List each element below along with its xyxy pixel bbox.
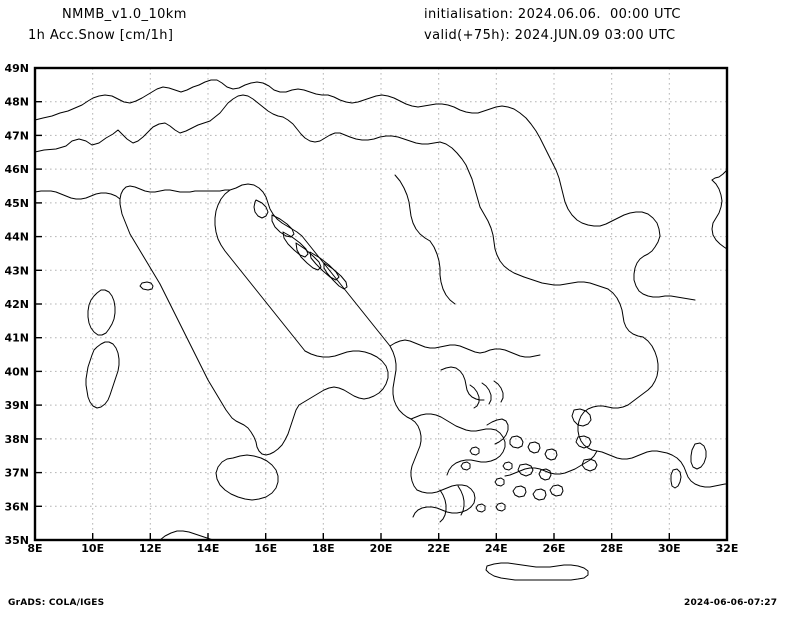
y-tick-label: 47N [4,129,29,142]
x-tick-label: 10E [81,542,104,555]
x-tick-label: 8E [27,542,42,555]
map-coastlines [34,79,728,581]
field-title: 1h Acc.Snow [cm/1h] [28,28,174,43]
x-tick-label: 24E [485,542,508,555]
y-tick-label: 39N [4,399,29,412]
y-tick-label: 38N [4,433,29,446]
run-timestamp: 2024-06-06-07:27 [684,598,778,608]
x-tick-label: 26E [543,542,566,555]
x-tick-label: 22E [427,542,450,555]
y-tick-label: 49N [4,62,29,75]
y-tick-label: 45N [4,197,29,210]
x-tick-label: 16E [254,542,277,555]
x-tick-label: 14E [197,542,220,555]
y-tick-label: 36N [4,500,29,513]
x-tick-label: 28E [600,542,623,555]
y-tick-label: 43N [4,264,29,277]
x-axis-tick-labels: 8E 10E 12E 14E 16E 18E 20E 22E 24E 26E 2… [27,542,738,555]
valid-time: valid(+75h): 2024.JUN.09 03:00 UTC [424,28,676,43]
axis-ticks [35,100,670,540]
x-tick-label: 12E [139,542,162,555]
y-tick-label: 35N [4,534,29,547]
model-title: NMMB_v1.0_10km [62,7,187,22]
y-tick-label: 44N [4,231,29,244]
x-tick-label: 32E [716,542,739,555]
x-tick-label: 20E [370,542,393,555]
y-tick-label: 40N [4,365,29,378]
map-gridlines [35,68,727,540]
grads-credit: GrADS: COLA/IGES [8,598,105,608]
initialisation-time: initialisation: 2024.06.06. 00:00 UTC [424,7,681,22]
y-tick-label: 46N [4,163,29,176]
y-tick-label: 41N [4,332,29,345]
y-tick-label: 37N [4,467,29,480]
x-tick-label: 30E [658,542,681,555]
y-tick-label: 48N [4,96,29,109]
y-axis-tick-labels: 35N 36N 37N 38N 39N 40N 41N 42N 43N 44N … [4,62,29,547]
y-tick-label: 42N [4,298,29,311]
x-tick-label: 18E [312,542,335,555]
